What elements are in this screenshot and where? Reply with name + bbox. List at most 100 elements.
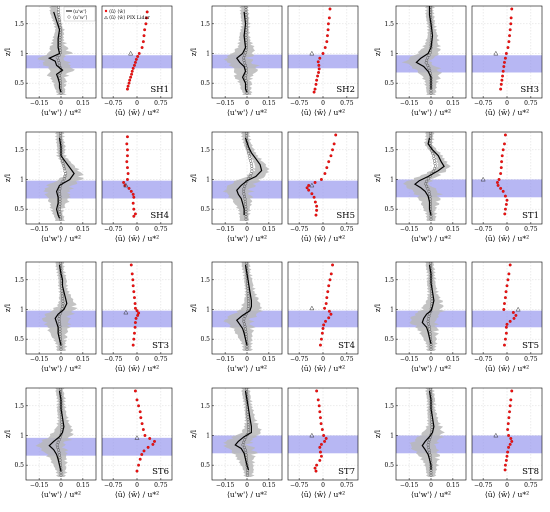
velocity-marker [312, 195, 316, 199]
x-tick-label: 0.75 [524, 226, 538, 233]
velocity-marker [323, 439, 327, 443]
velocity-marker [315, 204, 319, 208]
velocity-marker [503, 463, 507, 467]
x-tick-label: 0 [245, 100, 249, 107]
y-tick-label: 1 [20, 306, 24, 313]
velocity-marker [322, 434, 326, 437]
y-axis-label: z/l [4, 303, 12, 312]
legend-entry: ⟨ū⟩ ⟨w̄⟩ PIX Lidar [109, 15, 150, 21]
stress-mean-line [234, 390, 252, 471]
velocity-marker [499, 87, 503, 91]
velocity-marker [326, 22, 330, 26]
velocity-marker [325, 166, 329, 170]
legend-entry: ⟨ū⟩ ⟨w̄⟩ [109, 9, 125, 15]
velocity-marker [514, 313, 518, 317]
velocity-marker [131, 201, 135, 205]
velocity-marker [327, 316, 331, 320]
velocity-marker [318, 410, 322, 414]
velocity-marker [319, 178, 323, 181]
velocity-marker [137, 52, 141, 55]
stress-marker [243, 438, 247, 442]
velocity-plot [472, 262, 542, 354]
x-tick-label: 0.75 [154, 100, 168, 107]
stress-mean-line [48, 390, 65, 472]
stress-marker [424, 61, 428, 65]
velocity-plot [288, 132, 358, 224]
velocity-marker [140, 422, 144, 426]
velocity-marker [145, 16, 148, 20]
station-label: ST1 [522, 211, 539, 221]
stress-uncertainty-band [37, 6, 75, 95]
velocity-marker [133, 60, 137, 64]
x-tick-label: 0.15 [446, 100, 460, 107]
velocity-marker [329, 312, 333, 316]
velocity-marker [324, 302, 328, 305]
velocity-marker [510, 7, 514, 11]
y-tick-label: 1 [390, 176, 394, 183]
velocity-marker [321, 52, 325, 55]
velocity-marker [134, 57, 138, 61]
velocity-marker [503, 343, 506, 347]
velocity-marker [503, 60, 506, 64]
x-tick-label: 0.15 [76, 482, 90, 489]
velocity-marker [512, 316, 516, 320]
velocity-marker [503, 212, 507, 216]
y-tick-label: 1.5 [200, 403, 210, 410]
velocity-marker [133, 389, 137, 393]
velocity-marker [310, 192, 314, 196]
stress-mean-line [421, 390, 435, 470]
velocity-marker [501, 189, 505, 193]
y-tick-label: 1 [206, 50, 210, 57]
velocity-marker [126, 87, 129, 91]
canopy-band [288, 180, 358, 199]
stress-marker [59, 473, 63, 477]
legend-marker [67, 15, 71, 19]
stress-uncertainty-band [43, 132, 84, 221]
canopy-band [288, 435, 358, 454]
x-tick-label: 0 [135, 100, 139, 107]
velocity-marker [499, 172, 503, 175]
x-tick-label: −0.75 [104, 482, 123, 489]
stress-marker [243, 53, 247, 57]
x-tick-label: −0.75 [290, 356, 309, 363]
y-axis-label: z/l [190, 303, 198, 312]
lidar-marker [128, 50, 134, 56]
velocity-marker [503, 142, 506, 146]
stress-plot [212, 132, 282, 224]
x-tick-label: −0.75 [474, 100, 493, 107]
velocity-marker [324, 319, 327, 323]
y-axis-label: z/l [374, 173, 382, 182]
stress-marker [424, 182, 428, 186]
stress-marker [59, 347, 63, 351]
y-axis-label: z/l [4, 173, 12, 182]
x-axis-label-stress: ⟨u'w'⟩ / u*² [411, 234, 451, 243]
stress-marker [433, 164, 438, 168]
stress-marker [248, 174, 252, 178]
velocity-marker [504, 325, 508, 329]
station-label: ST4 [338, 341, 355, 351]
velocity-plot [288, 388, 358, 480]
y-tick-label: 1.5 [384, 147, 394, 154]
velocity-plot [102, 6, 172, 98]
stress-uncertainty-band [223, 262, 264, 351]
stress-mean-line [413, 137, 445, 216]
panel-sh1: z/l 0.5 1 1.5 −0.15 0 0.15⟨u'w'⟩ / u*² −0.75 0 0.… [4, 5, 173, 117]
velocity-marker [136, 313, 140, 317]
velocity-marker [314, 469, 318, 473]
stress-uncertainty-band [222, 132, 270, 221]
panel-sh3: z/l 0.5 1 1.5 −0.15 0 0.15⟨u'w'⟩ / u*² −0.75 0 0.… [374, 5, 543, 117]
y-axis-label: z/l [190, 173, 198, 182]
stress-marker [249, 159, 253, 163]
velocity-marker [503, 194, 507, 198]
velocity-marker [129, 189, 133, 193]
velocity-marker [135, 469, 139, 473]
velocity-marker [509, 16, 513, 20]
x-tick-label: 0 [429, 356, 433, 363]
velocity-marker [131, 66, 135, 70]
y-tick-label: 1.5 [384, 21, 394, 28]
x-tick-label: −0.75 [474, 356, 493, 363]
velocity-marker [319, 450, 322, 454]
velocity-marker [141, 428, 145, 431]
velocity-marker [137, 311, 141, 315]
velocity-marker [138, 410, 142, 414]
